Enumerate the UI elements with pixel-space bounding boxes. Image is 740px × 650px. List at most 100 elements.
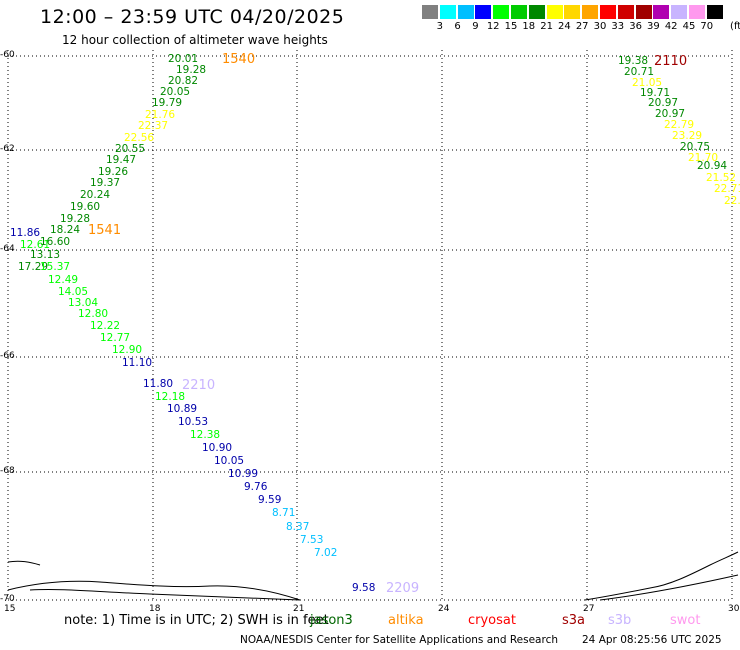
wave-height-value: 7.53: [300, 534, 323, 546]
footer-credit: NOAA/NESDIS Center for Satellite Applica…: [240, 634, 558, 646]
track-label: 1540: [222, 52, 255, 67]
satellite-name: cryosat: [468, 613, 516, 628]
wave-height-value: 21.52: [706, 172, 736, 184]
wave-height-value: 17.29: [18, 261, 48, 273]
legend-label: 30: [593, 21, 607, 32]
wave-height-value: 20.75: [680, 141, 710, 153]
wave-height-value: 12.61: [20, 239, 50, 251]
wave-height-value: 16.60: [40, 236, 70, 248]
wave-height-value: 10.90: [202, 442, 232, 454]
wave-height-value: 19.26: [98, 166, 128, 178]
legend-swatch: [546, 5, 563, 19]
legend-unit: (ft): [730, 21, 740, 32]
x-tick-label: 30: [728, 604, 740, 614]
legend-swatch: [457, 5, 474, 19]
legend-swatch: [475, 5, 492, 19]
legend-swatch: [689, 5, 705, 19]
track-label: 2210: [182, 378, 215, 393]
wave-height-value: 12.38: [190, 429, 220, 441]
wave-height-value: 19.37: [90, 177, 120, 189]
satellite-name: s3b: [608, 613, 632, 628]
wave-height-value: 8.71: [272, 507, 295, 519]
footer-note: note: 1) Time is in UTC; 2) SWH is in fe…: [64, 613, 329, 628]
wave-height-value: 19.60: [70, 201, 100, 213]
track-label: 2110: [654, 54, 687, 69]
wave-height-value: 20.55: [115, 143, 145, 155]
satellite-name: s3a: [562, 613, 586, 628]
wave-height-value: 20.94: [697, 160, 727, 172]
legend-label: 3: [436, 21, 443, 32]
graticule: [7, 50, 733, 601]
legend-swatch: [635, 5, 652, 19]
wave-height-value: 22.56: [124, 132, 154, 144]
wave-height-value: 22.1: [724, 195, 740, 207]
wave-height-value: 9.59: [258, 494, 281, 506]
footer-timestamp: 24 Apr 08:25:56 UTC 2025: [582, 634, 722, 646]
x-tick-label: 27: [583, 604, 595, 614]
legend-label: 42: [664, 21, 678, 32]
wave-height-value: 10.53: [178, 416, 208, 428]
legend-swatch: [617, 5, 634, 19]
legend-swatch: [422, 5, 438, 19]
legend-swatch: [671, 5, 688, 19]
legend-label: 6: [454, 21, 461, 32]
satellite-name: swot: [670, 613, 701, 628]
legend-label: 12: [486, 21, 500, 32]
wave-height-value: 20.01: [168, 53, 198, 65]
legend-swatch: [511, 5, 527, 19]
wave-height-value: 21: [0, 0, 13, 3]
wave-height-value: 19.79: [152, 97, 182, 109]
y-tick-label: -66: [0, 351, 15, 361]
page-title: 12:00 – 23:59 UTC 04/20/2025: [40, 6, 345, 28]
legend-swatch: [564, 5, 581, 19]
legend-label: 27: [575, 21, 589, 32]
wave-height-value: 19.47: [106, 154, 136, 166]
legend-swatch: [582, 5, 599, 19]
wave-height-value: 12.90: [112, 344, 142, 356]
wave-height-value: 10.05: [214, 455, 244, 467]
observation-layer: 20.0119.2820.8220.0519.7921.7622.3722.56…: [0, 0, 740, 594]
y-tick-label: -60: [0, 50, 15, 60]
y-tick-label: -68: [0, 466, 15, 476]
wave-height-value: 22.37: [138, 120, 168, 132]
wave-height-value: 12.18: [155, 391, 185, 403]
wave-height-value: 8.37: [286, 521, 309, 533]
wave-height-value: 20.97: [655, 108, 685, 120]
legend-label: 39: [647, 21, 660, 32]
wave-height-value: 11.86: [10, 227, 40, 239]
y-tick-label: -70: [0, 594, 15, 604]
wave-height-value: 12.22: [90, 320, 120, 332]
wave-height-value: 14.05: [58, 286, 88, 298]
satellite-name: jason3: [310, 613, 353, 628]
satellite-name: altika: [388, 613, 424, 628]
wave-height-value: 19.71: [640, 87, 670, 99]
wave-height-value: 10.99: [228, 468, 258, 480]
wave-height-value: 11.10: [122, 357, 152, 369]
wave-height-value: 22.71: [714, 183, 740, 195]
legend-label: 36: [629, 21, 642, 32]
legend-swatch: [439, 5, 456, 19]
legend-swatch: [706, 5, 723, 19]
wave-height-value: 15.37: [40, 261, 70, 273]
wave-height-value: 19.28: [176, 64, 206, 76]
wave-height-value: 13.13: [30, 249, 60, 261]
wave-height-value: 12.49: [48, 274, 78, 286]
wave-height-value: 20.97: [648, 97, 678, 109]
legend-swatch: [653, 5, 670, 19]
legend-label: 15: [504, 21, 518, 32]
legend-swatch: [600, 5, 616, 19]
wave-height-value: 20.05: [160, 86, 190, 98]
legend-label: 45: [682, 21, 696, 32]
legend-label: 24: [558, 21, 571, 32]
wave-height-value: 19.28: [60, 213, 90, 225]
wave-height-value: 19.38: [618, 55, 648, 67]
wave-height-value: 20.82: [168, 75, 198, 87]
legend-label: 33: [611, 21, 625, 32]
x-tick-label: 15: [4, 604, 16, 614]
wave-height-value: 18.24: [50, 224, 80, 236]
wave-height-value: 11.80: [143, 378, 173, 390]
wave-height-value: 21.05: [632, 77, 662, 89]
wave-height-value: 21.70: [688, 152, 718, 164]
wave-height-value: 9.58: [352, 582, 375, 594]
